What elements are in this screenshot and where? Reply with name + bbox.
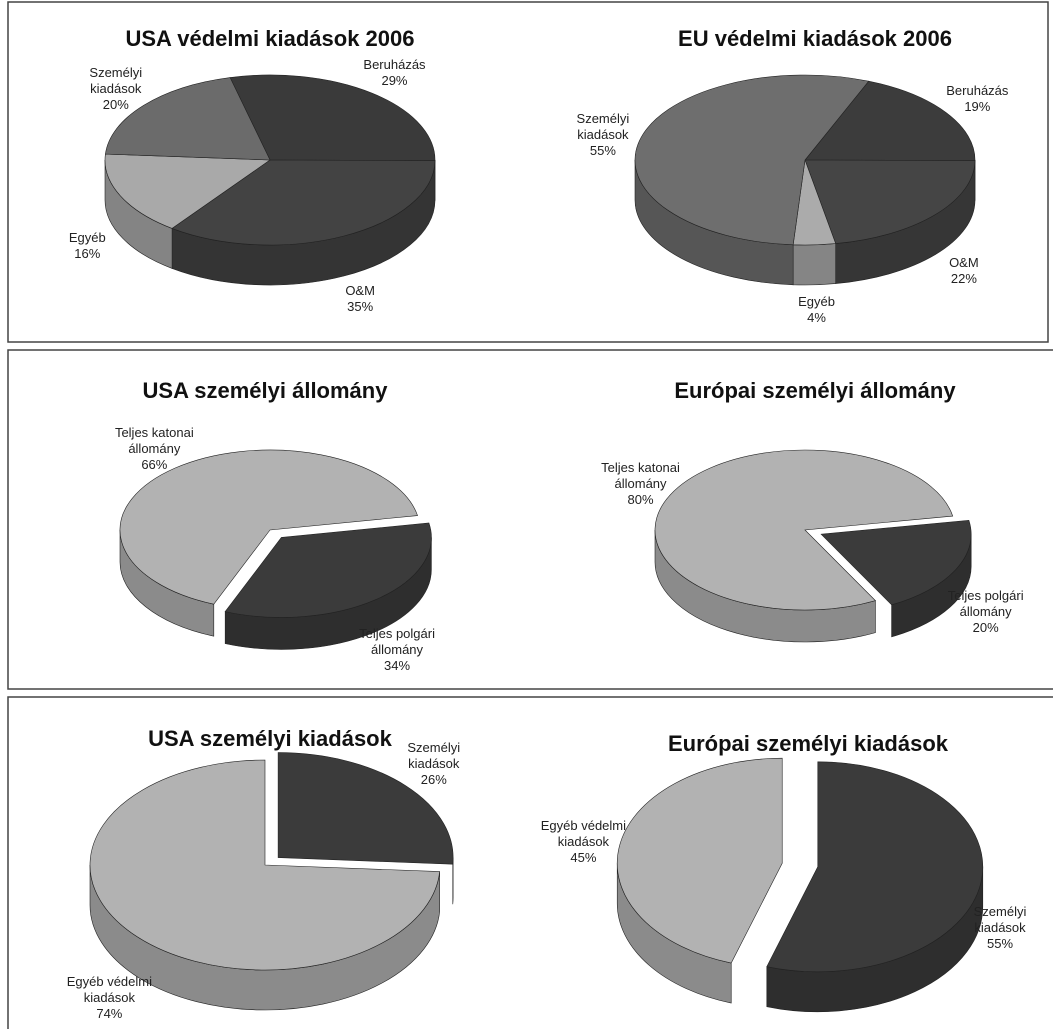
label-value: 45%: [570, 849, 597, 865]
label-value: 35%: [347, 298, 374, 314]
slice: [616, 757, 783, 964]
data-label: Teljes polgári állomány 20%: [936, 588, 1036, 636]
slice: [277, 752, 454, 865]
label-category: Teljes polgári állomány: [947, 587, 1024, 619]
data-label: O&M 35%: [310, 283, 410, 315]
slice: [820, 519, 972, 606]
label-value: 19%: [964, 98, 991, 114]
label-value: 22%: [950, 271, 977, 287]
label-value: 66%: [141, 457, 168, 473]
label-category: Egyéb védelmi kiadások: [540, 817, 627, 849]
label-value: 74%: [96, 1006, 123, 1022]
data-label: Egyéb 4%: [767, 294, 867, 326]
chart-title: Európai személyi állomány: [674, 378, 956, 403]
label-category: Egyéb: [798, 294, 835, 310]
label-category: O&M: [949, 255, 979, 271]
slice: [229, 74, 436, 161]
data-label: Személyi kiadások 55%: [950, 904, 1050, 952]
slice: [804, 159, 976, 244]
slice: [766, 761, 984, 973]
label-category: Személyi kiadások: [89, 64, 143, 96]
label-category: Teljes katonai állomány: [601, 460, 680, 492]
label-value: 34%: [384, 658, 411, 674]
data-label: Személyi kiadások 55%: [553, 111, 653, 159]
data-label: Teljes polgári állomány 34%: [347, 626, 447, 674]
label-category: Egyéb: [68, 230, 106, 246]
label-category: Egyéb védelmi kiadások: [66, 974, 152, 1006]
label-category: Beruházás: [363, 57, 426, 73]
label-value: 55%: [986, 936, 1014, 952]
label-category: Teljes katonai állomány: [114, 425, 194, 457]
data-label: Egyéb 16%: [37, 230, 137, 262]
chart-title: USA személyi kiadások: [148, 726, 393, 751]
slice: [119, 449, 418, 605]
slice: [224, 522, 432, 618]
data-label: Teljes katonai állomány 66%: [104, 425, 204, 473]
chart-title: Európai személyi kiadások: [668, 731, 949, 756]
label-value: 20%: [972, 619, 999, 635]
slice: [804, 80, 976, 161]
label-value: 55%: [589, 143, 616, 159]
panel: [7, 696, 1053, 1029]
data-label: Személyi kiadások 26%: [384, 740, 484, 788]
label-category: Személyi kiadások: [973, 904, 1027, 936]
slice: [171, 159, 436, 246]
label-value: 16%: [74, 246, 101, 262]
label-category: O&M: [345, 282, 375, 298]
chart-title: USA személyi állomány: [143, 378, 389, 403]
slice: [634, 74, 870, 246]
chart-title: USA védelmi kiadások 2006: [125, 26, 414, 51]
data-label: Beruházás 29%: [344, 57, 444, 89]
label-category: Teljes polgári állomány: [359, 626, 435, 658]
data-label: Egyéb védelmi kiadások 45%: [533, 818, 633, 866]
slice: [104, 153, 271, 229]
slice: [89, 759, 440, 971]
slice-side: [792, 243, 836, 286]
label-value: 80%: [627, 492, 654, 508]
chart-title: EU védelmi kiadások 2006: [678, 26, 952, 51]
label-value: 29%: [381, 73, 408, 89]
panel: [7, 349, 1053, 690]
data-label: Személyi kiadások 20%: [66, 65, 166, 113]
data-label: Teljes katonai állomány 80%: [591, 460, 691, 508]
label-value: 26%: [420, 772, 447, 788]
label-category: Személyi kiadások: [407, 740, 461, 772]
label-value: 20%: [102, 96, 129, 112]
panel: [7, 1, 1049, 343]
label-category: Személyi kiadások: [576, 111, 630, 143]
data-label: Egyéb védelmi kiadások 74%: [59, 974, 159, 1022]
data-label: O&M 22%: [914, 255, 1014, 287]
label-value: 4%: [807, 310, 826, 326]
slice: [654, 449, 954, 611]
label-category: Beruházás: [946, 82, 1009, 98]
data-label: Beruházás 19%: [927, 83, 1027, 115]
slice: [105, 77, 271, 161]
